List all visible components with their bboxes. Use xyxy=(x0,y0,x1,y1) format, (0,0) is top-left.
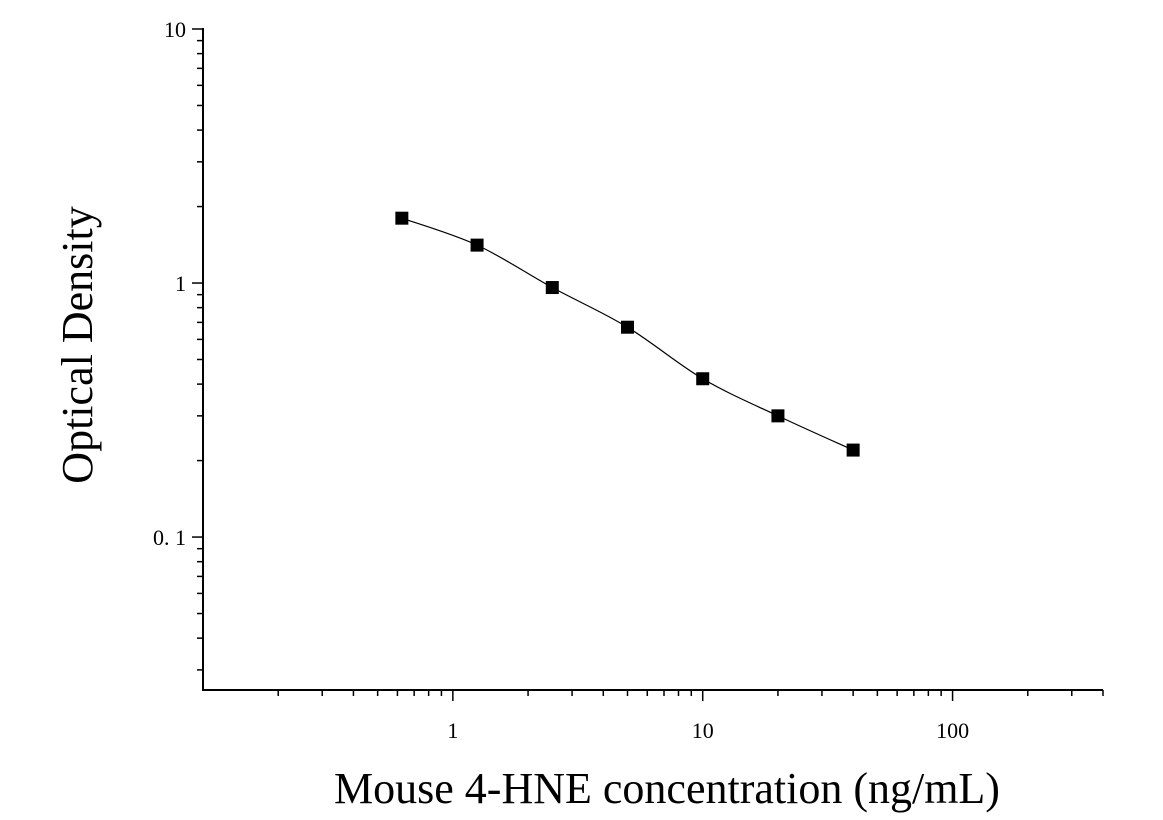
fit-curve xyxy=(401,217,854,451)
data-point xyxy=(771,409,785,423)
data-point xyxy=(846,443,860,457)
x-tick-label: 10 xyxy=(692,718,714,743)
data-point xyxy=(470,238,484,252)
x-tick-label: 100 xyxy=(936,718,969,743)
y-axis-ticks: 0. 1 1 10 xyxy=(153,17,203,550)
y-axis-title: Optical Density xyxy=(53,206,102,483)
data-point xyxy=(696,372,710,386)
x-axis-title: Mouse 4-HNE concentration (ng/mL) xyxy=(334,764,1000,813)
y-tick-label: 10 xyxy=(164,17,186,42)
data-point xyxy=(620,320,634,334)
data-points xyxy=(395,211,860,457)
y-tick-label: 1 xyxy=(175,271,186,296)
data-point xyxy=(395,211,409,225)
x-axis-ticks: 1 10 100 xyxy=(447,690,969,743)
y-tick-label: 0. 1 xyxy=(153,525,186,550)
x-tick-label: 1 xyxy=(447,718,458,743)
data-point xyxy=(545,281,559,295)
